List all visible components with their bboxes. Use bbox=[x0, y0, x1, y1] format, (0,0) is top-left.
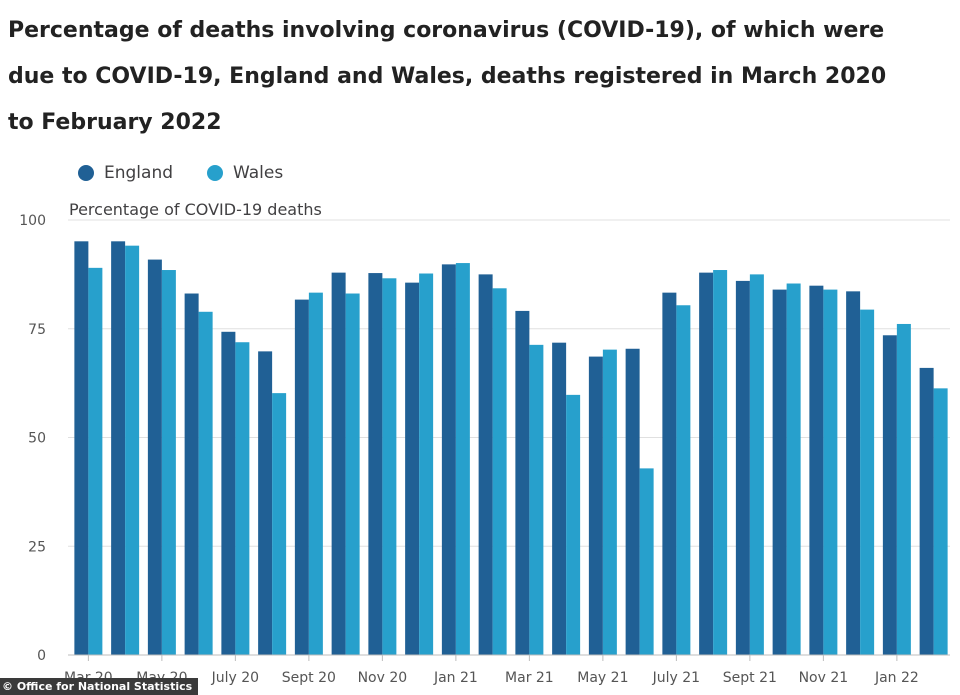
legend-item-england[interactable]: England bbox=[78, 163, 173, 183]
bar-wales-apr-21 bbox=[566, 394, 581, 655]
bar-england-feb-22 bbox=[919, 367, 934, 655]
legend-swatch-england bbox=[78, 165, 94, 181]
bar-wales-nov-20 bbox=[382, 278, 397, 655]
bar-wales-nov-21 bbox=[823, 289, 838, 655]
bars bbox=[74, 241, 948, 656]
bar-wales-oct-20 bbox=[345, 293, 360, 655]
bar-england-aug-21 bbox=[699, 272, 714, 655]
x-tick-label-jan-21: Jan 21 bbox=[433, 670, 478, 686]
x-tick-label-may-21: May 21 bbox=[577, 670, 628, 686]
bar-wales-mar-21 bbox=[529, 344, 544, 655]
bar-wales-jun-21 bbox=[639, 468, 654, 655]
bar-wales-feb-21 bbox=[492, 288, 507, 655]
bar-england-sept-21 bbox=[735, 280, 750, 655]
bar-england-aug-20 bbox=[258, 351, 273, 655]
bar-wales-jun-20 bbox=[198, 311, 213, 655]
bar-england-jan-21 bbox=[441, 264, 456, 655]
bar-england-oct-21 bbox=[772, 289, 787, 655]
bar-england-jun-20 bbox=[184, 293, 199, 655]
bar-wales-may-21 bbox=[602, 349, 617, 655]
bar-wales-dec-21 bbox=[860, 309, 875, 655]
legend-swatch-wales bbox=[207, 165, 224, 181]
bar-england-may-21 bbox=[588, 356, 603, 655]
x-tick-label-jan-22: Jan 22 bbox=[874, 670, 919, 686]
x-tick-label-nov-21: Nov 21 bbox=[799, 670, 849, 686]
y-tick-label-100: 100 bbox=[19, 213, 46, 229]
x-tick-label-mar-21: Mar 21 bbox=[505, 670, 554, 686]
bar-wales-aug-20 bbox=[272, 393, 287, 655]
bar-wales-july-21 bbox=[676, 305, 691, 655]
bar-wales-sept-20 bbox=[308, 292, 323, 655]
bar-england-apr-20 bbox=[111, 241, 126, 655]
y-axis-label: Percentage of COVID-19 deaths bbox=[69, 200, 322, 219]
grid-lines bbox=[68, 219, 950, 547]
bar-england-sept-20 bbox=[294, 299, 309, 655]
chart-title: Percentage of deaths involving coronavir… bbox=[8, 18, 887, 135]
bar-wales-july-20 bbox=[235, 342, 250, 655]
y-tick-label-0: 0 bbox=[37, 648, 46, 664]
legend-item-wales[interactable]: Wales bbox=[207, 163, 283, 183]
y-tick-label-25: 25 bbox=[28, 539, 46, 555]
chart-legend: England Wales bbox=[78, 160, 317, 186]
bar-wales-sept-21 bbox=[749, 274, 764, 655]
bar-england-dec-20 bbox=[405, 282, 420, 655]
x-tick-label-nov-20: Nov 20 bbox=[358, 670, 408, 686]
x-tick-label-sept-21: Sept 21 bbox=[723, 670, 777, 686]
y-tick-label-50: 50 bbox=[28, 431, 46, 447]
bar-england-nov-20 bbox=[368, 273, 383, 655]
bar-england-mar-21 bbox=[515, 310, 530, 655]
bar-wales-mar-20 bbox=[88, 267, 103, 655]
bar-wales-feb-22 bbox=[933, 388, 948, 655]
bar-england-dec-21 bbox=[846, 291, 861, 655]
bar-england-feb-21 bbox=[478, 274, 493, 655]
credit-watermark: © Office for National Statistics bbox=[0, 678, 199, 695]
bar-wales-aug-21 bbox=[713, 270, 728, 655]
bar-wales-dec-20 bbox=[419, 273, 434, 655]
bar-england-oct-20 bbox=[331, 272, 346, 655]
bar-england-jun-21 bbox=[625, 348, 640, 655]
bar-wales-jan-22 bbox=[896, 323, 911, 655]
bar-england-may-20 bbox=[147, 259, 162, 655]
x-tick-label-sept-20: Sept 20 bbox=[282, 670, 336, 686]
x-tick-label-july-20: July 20 bbox=[211, 670, 259, 686]
bar-wales-may-20 bbox=[161, 270, 176, 655]
legend-label-england: England bbox=[104, 163, 174, 183]
y-tick-label-75: 75 bbox=[28, 322, 46, 338]
bar-wales-oct-21 bbox=[786, 283, 801, 655]
bar-wales-apr-20 bbox=[125, 245, 140, 656]
bar-england-apr-21 bbox=[552, 342, 567, 655]
bar-wales-jan-21 bbox=[455, 263, 470, 655]
bar-england-jan-22 bbox=[882, 335, 897, 655]
bar-england-july-20 bbox=[221, 331, 236, 655]
x-tick-label-july-21: July 21 bbox=[652, 670, 700, 686]
legend-label-wales: Wales bbox=[233, 163, 284, 183]
bar-england-july-21 bbox=[662, 292, 677, 655]
bar-england-nov-21 bbox=[809, 285, 824, 655]
bar-england-mar-20 bbox=[74, 241, 89, 655]
